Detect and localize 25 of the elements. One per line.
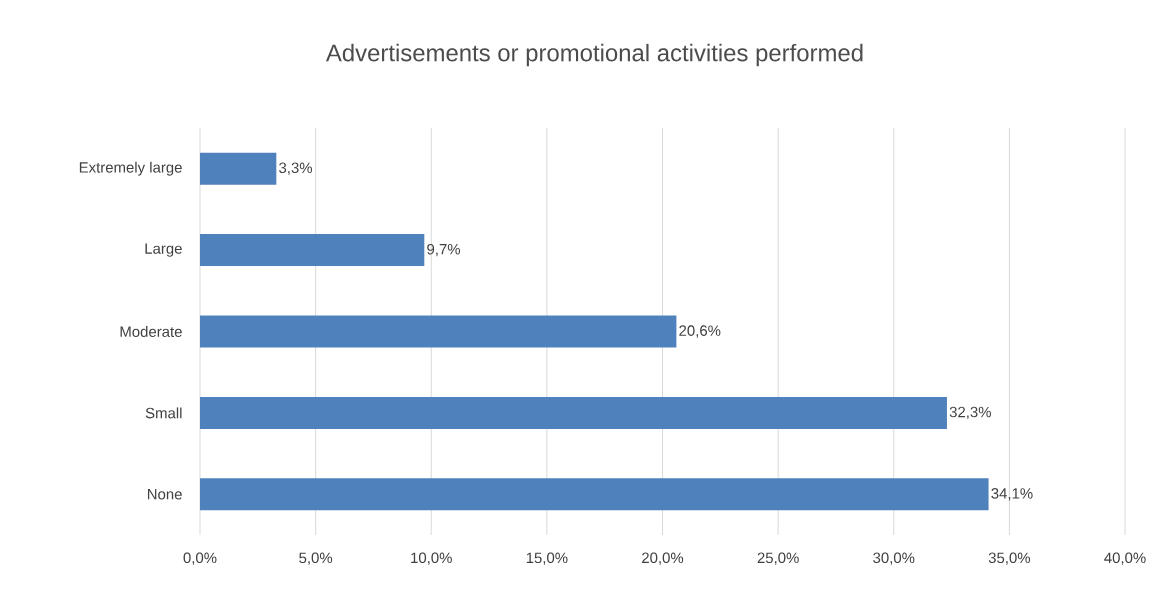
bar bbox=[200, 396, 947, 429]
x-tick-label: 15,0% bbox=[526, 552, 568, 565]
bar bbox=[200, 152, 277, 185]
bar bbox=[200, 478, 989, 511]
x-tick-label: 40,0% bbox=[1104, 552, 1146, 565]
chart-title: Advertisements or promotional activities performed bbox=[325, 43, 863, 67]
y-tick-label: Small bbox=[145, 407, 182, 419]
x-tick-label: 25,0% bbox=[757, 552, 799, 565]
data-label: 32,3% bbox=[949, 406, 991, 420]
data-label: 3,3% bbox=[279, 162, 313, 175]
x-tick-label: 0,0% bbox=[183, 552, 217, 565]
bar bbox=[200, 315, 677, 348]
y-tick-label: Moderate bbox=[120, 326, 182, 337]
y-tick-label: Large bbox=[145, 243, 182, 257]
bar bbox=[200, 234, 425, 267]
x-tick-label: 20,0% bbox=[642, 552, 684, 565]
x-tick-label: 35,0% bbox=[988, 552, 1031, 565]
y-tick-label: None bbox=[147, 489, 182, 500]
x-tick-label: 30,0% bbox=[873, 552, 915, 565]
data-label: 34,1% bbox=[991, 488, 1033, 501]
data-label: 20,6% bbox=[679, 325, 721, 338]
x-tick-label: 10,0% bbox=[411, 552, 452, 565]
x-tick-label: 5,0% bbox=[299, 552, 333, 565]
data-label: 9,7% bbox=[427, 243, 461, 257]
y-tick-label: Extremely large bbox=[79, 161, 182, 176]
